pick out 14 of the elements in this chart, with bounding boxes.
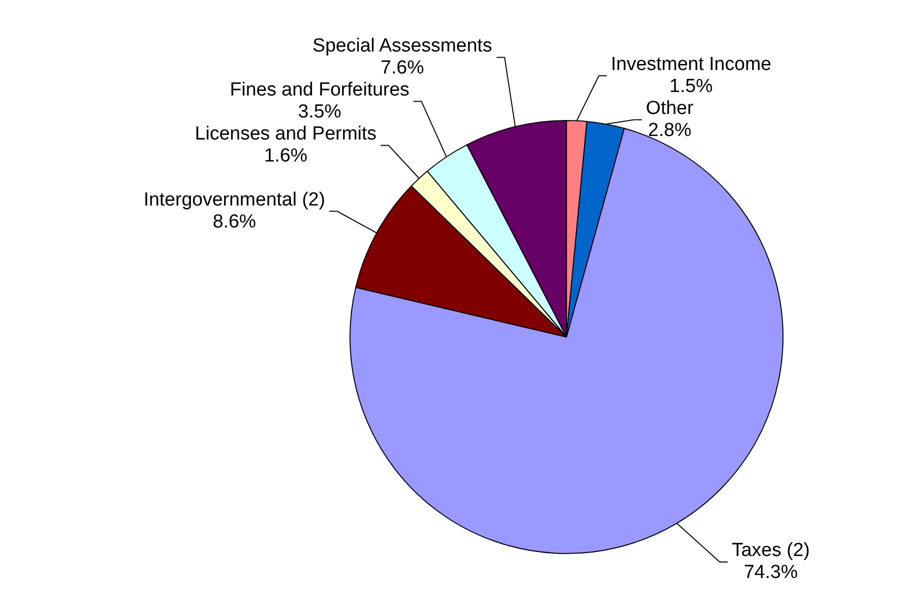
data-label: 74.3% xyxy=(744,562,798,584)
slice-label: Special Assessments xyxy=(312,36,492,57)
slice-label: Intergovernmental (2) xyxy=(144,190,326,210)
slice-label: Taxes (2) xyxy=(732,540,810,562)
data-label: 2.8% xyxy=(648,120,692,142)
slice-label: Fines and Forfeitures xyxy=(230,80,410,101)
data-label: 3.5% xyxy=(298,102,342,123)
data-label: 1.6% xyxy=(264,146,308,167)
data-label: 1.5% xyxy=(669,76,713,98)
data-label: 7.6% xyxy=(380,58,424,79)
slice-label: Licenses and Permits xyxy=(194,124,377,145)
slice-label: Other xyxy=(646,98,694,120)
slice-label: Investment Income xyxy=(610,54,772,76)
data-label: 8.6% xyxy=(212,212,256,232)
